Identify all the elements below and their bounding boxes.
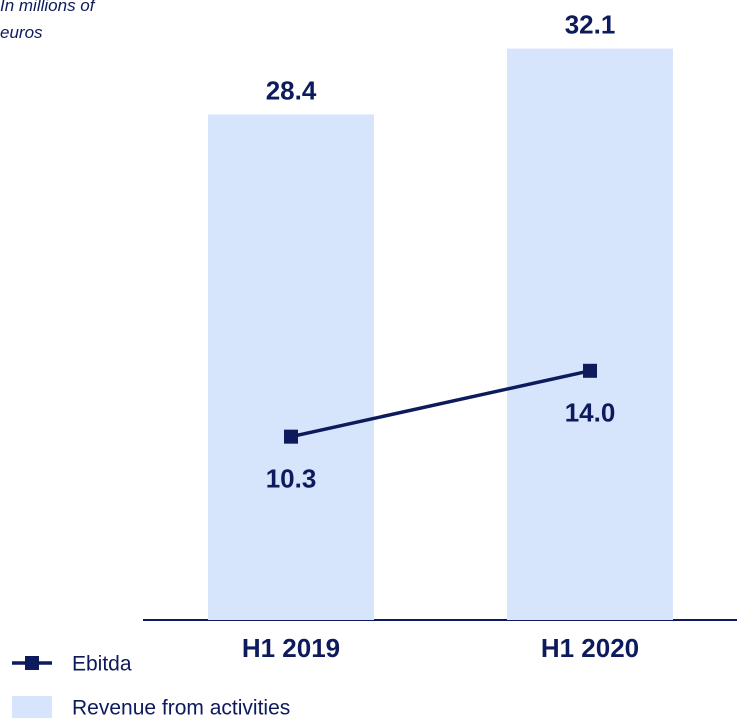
line-marker: [583, 363, 597, 378]
legend-swatch: [12, 696, 52, 718]
data-label: 32.1: [565, 9, 616, 39]
bar: [507, 48, 673, 621]
data-label: 10.3: [266, 464, 317, 494]
line-marker: [284, 429, 298, 444]
data-label: 28.4: [266, 75, 317, 105]
data-label: 14.0: [565, 398, 616, 428]
chart-subtitle: In millions of euros: [0, 0, 95, 42]
legend-marker: [25, 656, 39, 670]
line: [290, 369, 591, 439]
legend-label: Revenue from activities: [72, 697, 290, 720]
bar: [208, 114, 374, 620]
x-tick-label: H1 2019: [242, 633, 340, 663]
legend-label: Ebitda: [72, 653, 132, 676]
x-tick-label: H1 2020: [541, 633, 639, 663]
